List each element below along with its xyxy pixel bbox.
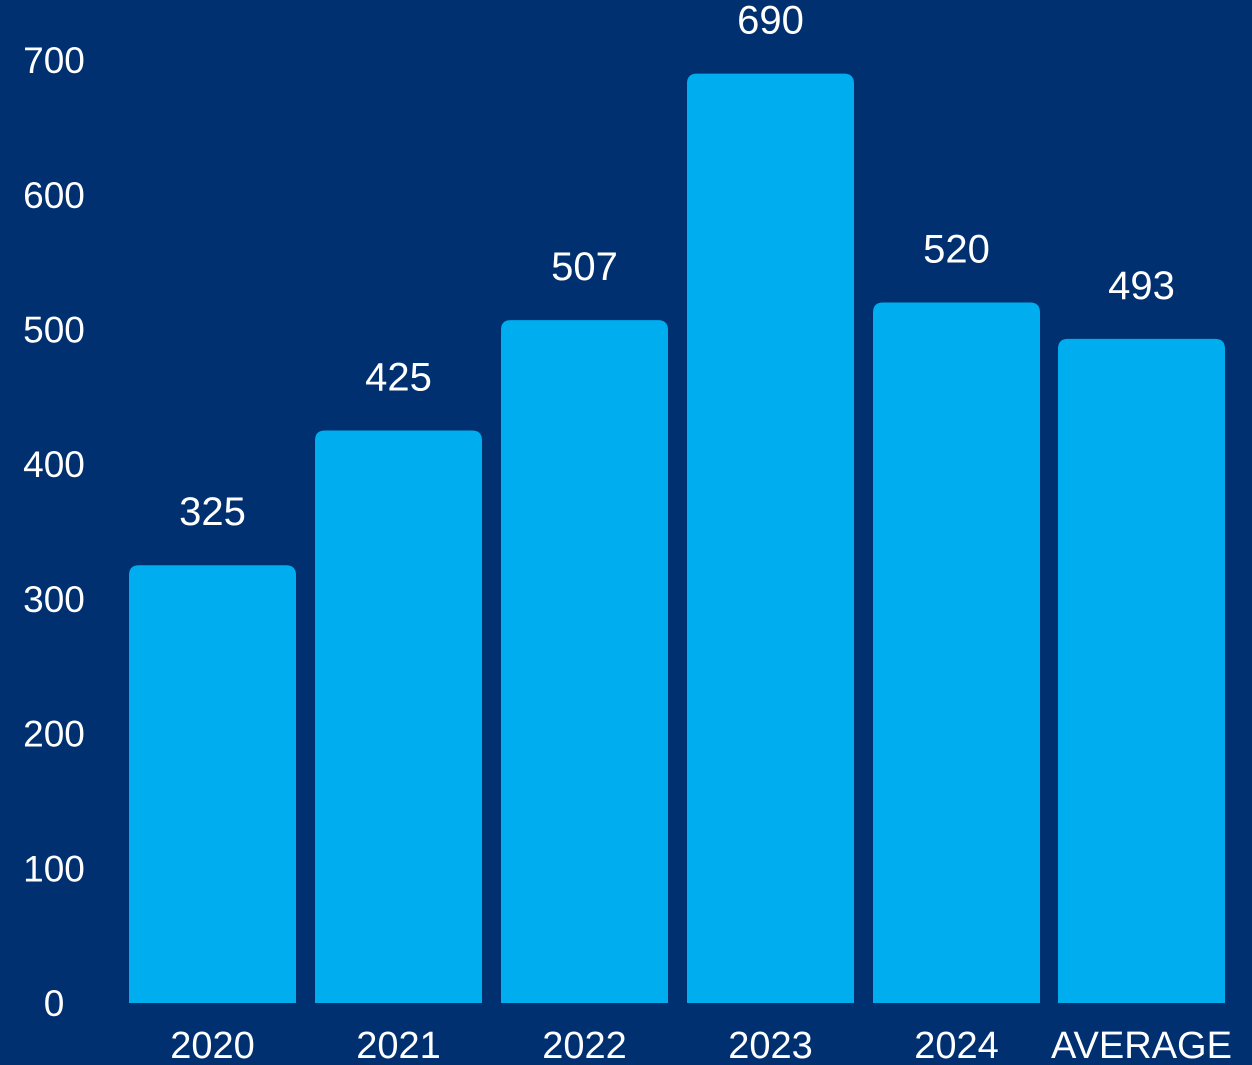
x-tick-label: 2024: [914, 1025, 999, 1065]
y-tick-label: 200: [23, 714, 85, 755]
bar-2024: [873, 302, 1040, 1003]
data-label: 690: [737, 0, 804, 43]
y-tick-label: 400: [23, 444, 85, 485]
data-label: 425: [365, 356, 432, 400]
data-labels: 325 425 507 690 520 493: [179, 0, 1175, 534]
x-tick-label: 2021: [356, 1025, 441, 1065]
bar-2023: [687, 73, 854, 1003]
y-tick-label: 300: [23, 579, 85, 620]
x-tick-label: 2023: [728, 1025, 813, 1065]
bar-2020: [129, 565, 296, 1003]
x-tick-label: 2020: [170, 1025, 255, 1065]
y-tick-label: 600: [23, 175, 85, 216]
y-tick-label: 500: [23, 310, 85, 351]
data-label: 520: [923, 228, 990, 272]
y-axis: 0 100 200 300 400 500 600 700: [23, 40, 85, 1024]
data-label: 507: [551, 245, 618, 289]
bar-average: [1058, 338, 1225, 1004]
data-label: 325: [179, 490, 246, 534]
bar-2022: [501, 320, 668, 1003]
data-label: 493: [1108, 264, 1175, 308]
y-tick-label: 700: [23, 40, 85, 81]
bar-2021: [315, 430, 482, 1003]
y-tick-label: 0: [44, 983, 65, 1024]
y-tick-label: 100: [23, 848, 85, 889]
bars: [129, 73, 1225, 1004]
x-tick-label: AVERAGE: [1051, 1025, 1232, 1065]
x-axis: 2020 2021 2022 2023 2024 AVERAGE: [170, 1025, 1232, 1065]
x-tick-label: 2022: [542, 1025, 627, 1065]
